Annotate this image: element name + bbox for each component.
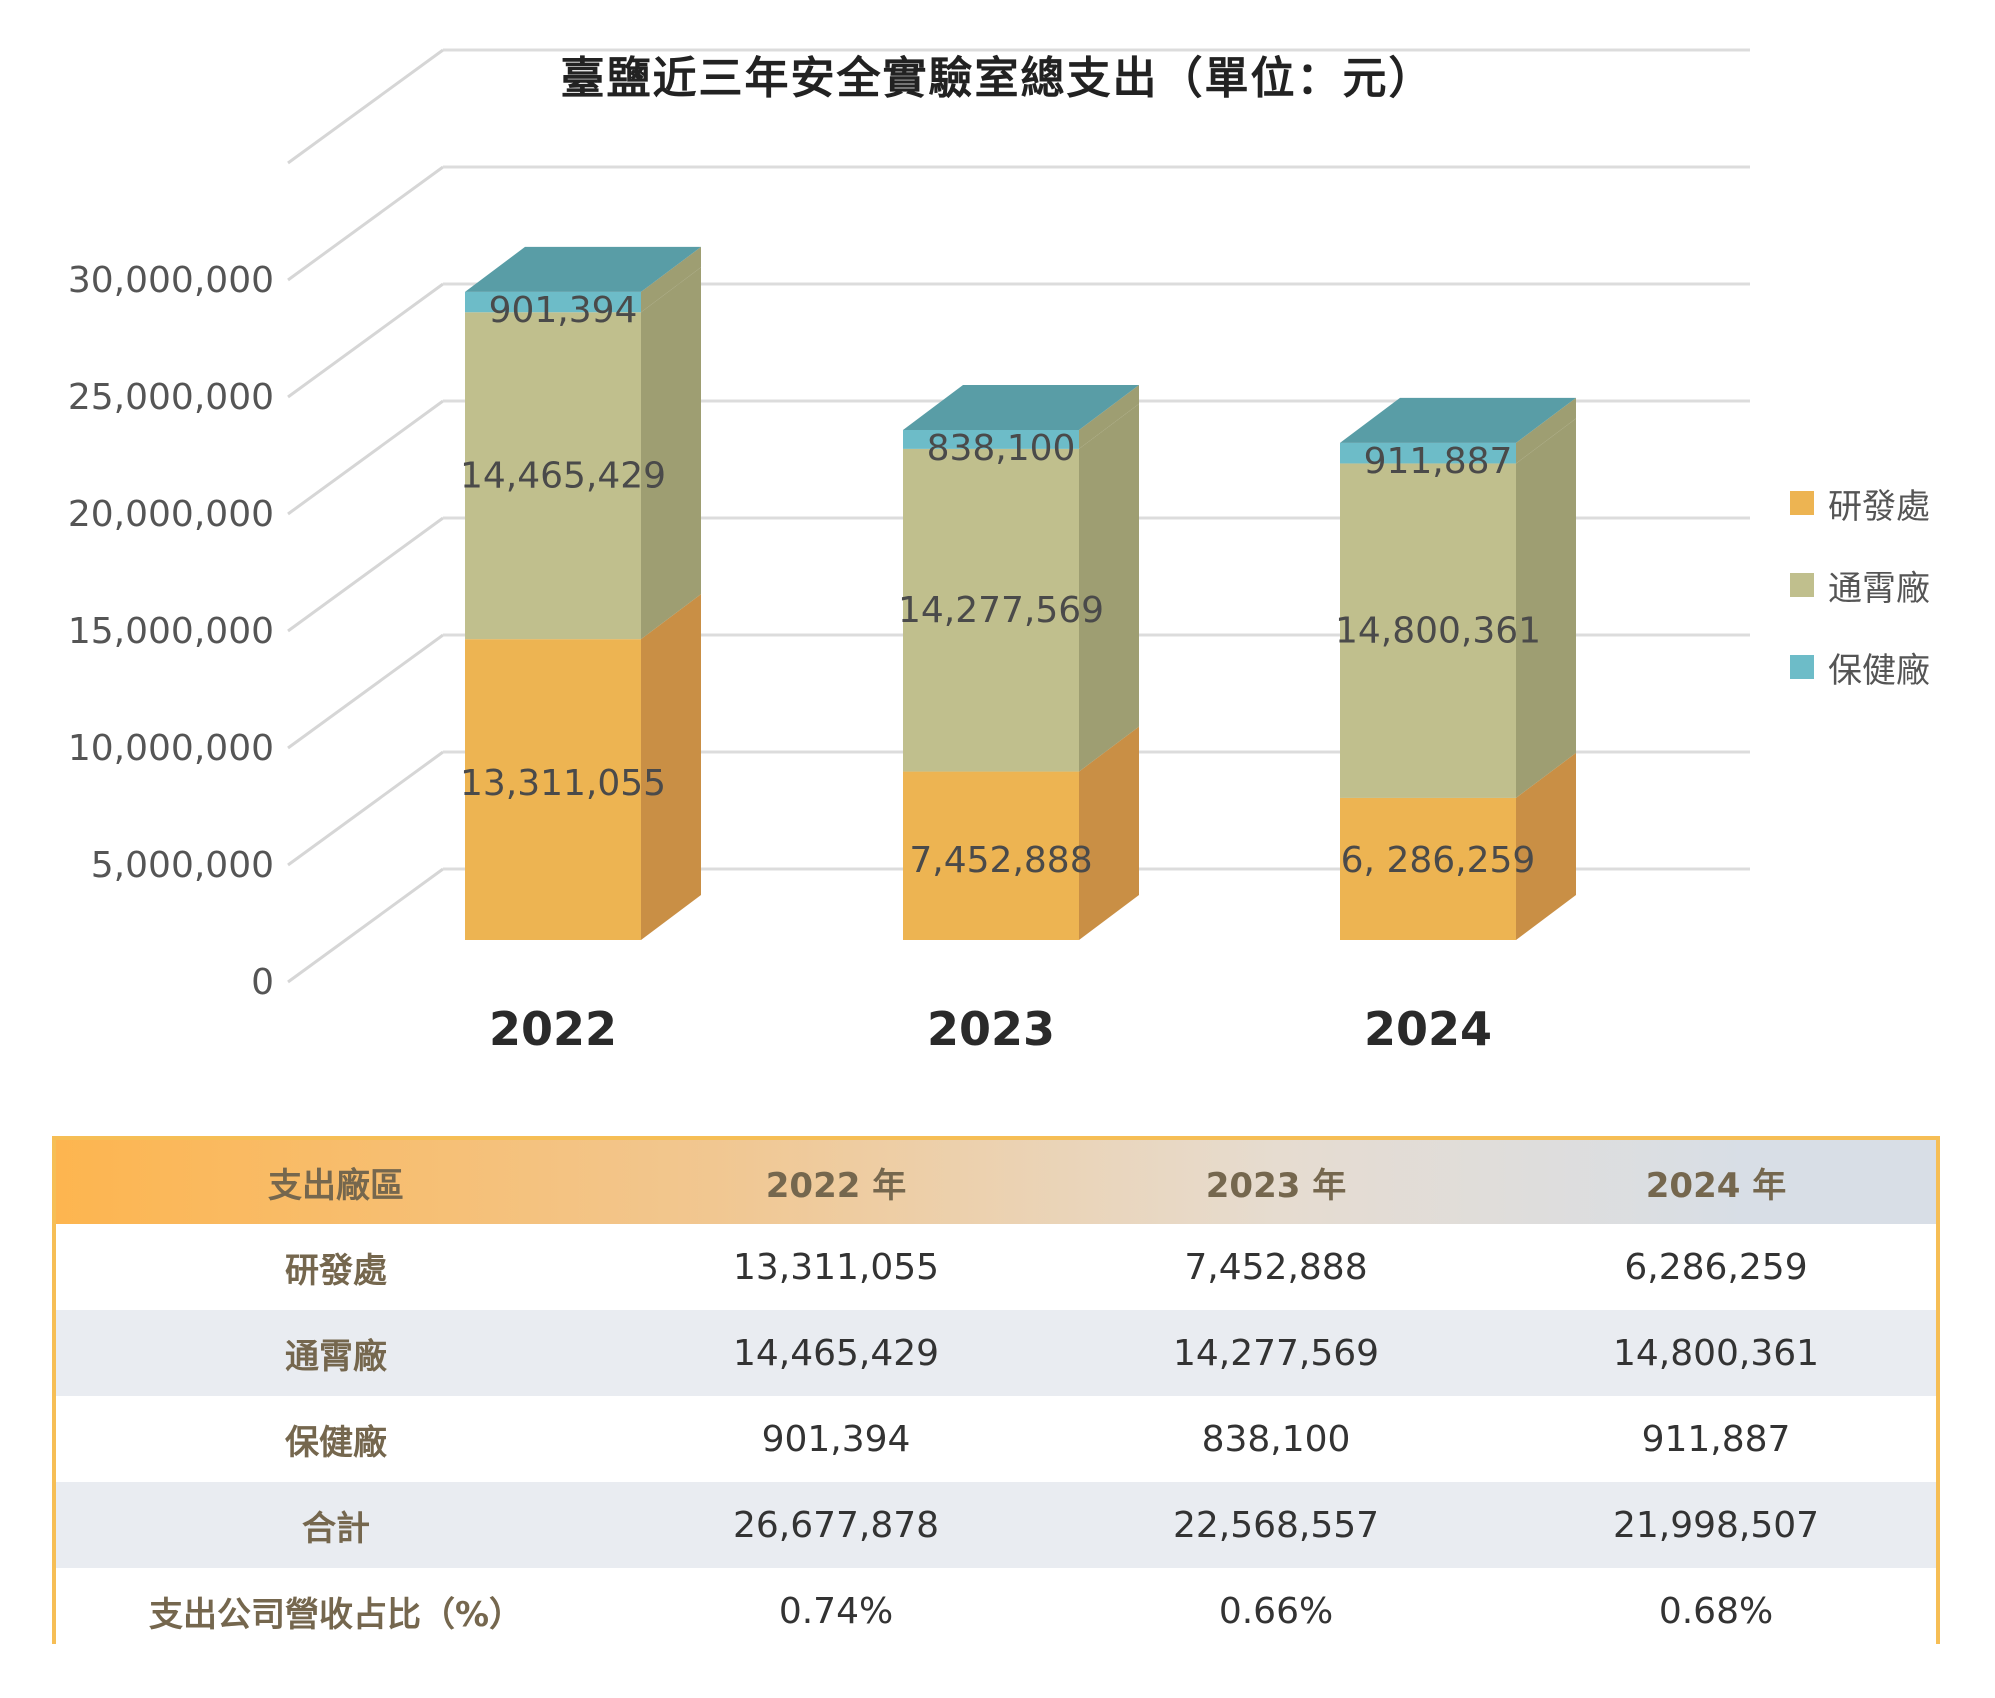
- bar-segment: [1340, 442, 1516, 464]
- grid-connector: [287, 633, 444, 750]
- legend-swatch-icon: [1790, 491, 1814, 515]
- bar-segment: [465, 312, 641, 640]
- bar-top-face: [465, 246, 701, 292]
- bar-side-face: [641, 594, 701, 940]
- table-row: 支出公司營收占比（%） 0.74% 0.66% 0.68%: [56, 1568, 1936, 1654]
- x-tick-label: 2023: [927, 1002, 1055, 1056]
- grid-connector: [287, 282, 444, 399]
- grid-connector: [287, 750, 444, 867]
- legend-swatch-icon: [1790, 573, 1814, 597]
- table-cell: 901,394: [761, 1418, 911, 1460]
- expenditure-table: 支出廠區 2022 年 2023 年 2024 年 研發處 13,311,055…: [52, 1136, 1940, 1654]
- row-label: 通霄廠: [285, 1336, 387, 1377]
- bar-segment: [903, 448, 1079, 772]
- table-cell: 13,311,055: [732, 1246, 940, 1288]
- x-tick-label: 2024: [1364, 1002, 1492, 1056]
- y-tick-label: 0: [251, 962, 274, 1003]
- bar-side-face: [1516, 752, 1576, 940]
- data-labels: 13,311,055 14,465,429 901,394 7,452,888 14,2…: [460, 290, 1541, 881]
- table-cell: 7,452,888: [1184, 1246, 1368, 1288]
- table-cell: 0.68%: [1658, 1590, 1774, 1632]
- header-cell: 2022 年: [765, 1165, 907, 1206]
- bar-side-face: [1079, 726, 1139, 940]
- legend-item: 通霄廠: [1790, 544, 1930, 626]
- table-cell: 26,677,878: [732, 1504, 940, 1546]
- bar-side-face: [1079, 384, 1139, 449]
- bar-top-face: [1340, 397, 1576, 443]
- table-row: 合計 26,677,878 22,568,557 21,998,507: [56, 1482, 1936, 1568]
- data-label: 7,452,888: [909, 840, 1092, 881]
- legend-label: 保健廠: [1828, 650, 1930, 691]
- y-tick-label: 15,000,000: [68, 611, 274, 652]
- y-tick-label: 20,000,000: [68, 494, 274, 535]
- legend-label: 研發處: [1828, 486, 1930, 527]
- bar-segment: [1340, 463, 1516, 798]
- chart-title: 臺鹽近三年安全實驗室總支出（單位：元）: [560, 53, 1435, 104]
- data-label: 14,800,361: [1335, 611, 1541, 652]
- header-cell: 2023 年: [1205, 1165, 1347, 1206]
- y-tick-label: 30,000,000: [68, 260, 274, 301]
- table-cell: 911,887: [1641, 1418, 1791, 1460]
- bar-top-face: [903, 384, 1139, 430]
- grid-connector: [287, 48, 444, 165]
- y-tick-label: 25,000,000: [68, 377, 274, 418]
- data-label: 838,100: [927, 428, 1076, 469]
- table-cell: 14,800,361: [1612, 1332, 1820, 1374]
- y-tick-label: 10,000,000: [68, 728, 274, 769]
- legend-label: 通霄廠: [1828, 568, 1930, 609]
- data-label: 911,887: [1364, 441, 1513, 482]
- legend-swatch-icon: [1790, 655, 1814, 679]
- table-cell: 0.74%: [778, 1590, 894, 1632]
- data-label: 13,311,055: [460, 763, 666, 804]
- table-row: 保健廠 901,394 838,100 911,887: [56, 1396, 1936, 1482]
- bar-segment: [465, 291, 641, 313]
- y-axis: 0 5,000,000 10,000,000 15,000,000 20,000,000…: [68, 260, 274, 1003]
- data-label: 14,277,569: [898, 590, 1104, 631]
- row-label: 保健廠: [285, 1422, 387, 1463]
- grid-connector: [287, 165, 444, 282]
- bars: [465, 246, 1576, 940]
- table-row: 通霄廠 14,465,429 14,277,569 14,800,361: [56, 1310, 1936, 1396]
- table-cell: 6,286,259: [1624, 1246, 1808, 1288]
- bar-side-face: [1516, 418, 1576, 798]
- bar-side-face: [1516, 397, 1576, 464]
- table-cell: 22,568,557: [1172, 1504, 1380, 1546]
- data-label: 901,394: [489, 290, 638, 331]
- table-header-row: 支出廠區 2022 年 2023 年 2024 年: [56, 1140, 1936, 1224]
- y-tick-label: 5,000,000: [91, 845, 274, 886]
- grid-connector: [287, 516, 444, 633]
- table-cell: 21,998,507: [1612, 1504, 1820, 1546]
- bar-segment: [1340, 797, 1516, 940]
- table-row: 研發處 13,311,055 7,452,888 6,286,259: [56, 1224, 1936, 1310]
- table-cell: 14,277,569: [1172, 1332, 1380, 1374]
- bar-segment: [903, 771, 1079, 940]
- table-cell: 838,100: [1201, 1418, 1351, 1460]
- x-tick-label: 2022: [489, 1002, 617, 1056]
- header-cell: 支出廠區: [268, 1165, 404, 1206]
- row-label: 研發處: [285, 1250, 387, 1291]
- x-axis: 2022 2023 2024: [489, 1002, 1492, 1056]
- header-cell: 2024 年: [1645, 1165, 1787, 1206]
- table-cell: 0.66%: [1218, 1590, 1334, 1632]
- bar-side-face: [1079, 403, 1139, 772]
- data-label: 14,465,429: [460, 456, 666, 497]
- bar-segment: [903, 429, 1079, 449]
- row-label: 支出公司營收占比（%）: [148, 1594, 524, 1635]
- legend: 研發處 通霄廠 保健廠: [1790, 462, 1930, 708]
- grid-connector: [287, 867, 444, 984]
- data-label: 6, 286,259: [1341, 840, 1536, 881]
- bar-side-face: [641, 267, 701, 640]
- bar-side-face: [641, 246, 701, 313]
- table-cell: 14,465,429: [732, 1332, 940, 1374]
- legend-item: 保健廠: [1790, 626, 1930, 708]
- grid-connector: [287, 399, 444, 516]
- legend-item: 研發處: [1790, 462, 1930, 544]
- row-label: 合計: [302, 1508, 370, 1549]
- bar-segment: [465, 639, 641, 940]
- stacked-bar-chart: 0 5,000,000 10,000,000 15,000,000 20,000,000…: [68, 48, 1750, 1056]
